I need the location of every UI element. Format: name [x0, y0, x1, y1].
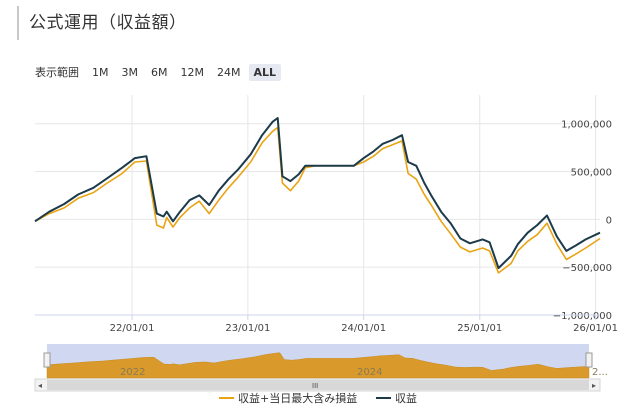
navigator-year-end: 2...: [592, 367, 608, 378]
navigator-handle-left[interactable]: [43, 352, 51, 368]
navigator-year-2022: 2022: [120, 367, 145, 378]
legend: 収益+当日最大含み損益 収益: [219, 391, 417, 405]
range-button-24m[interactable]: 24M: [217, 65, 241, 79]
x-axis: 22/01/01 23/01/01 24/01/01 25/01/01 26/01/01: [35, 314, 618, 334]
legend-label-series1[interactable]: 収益+当日最大含み損益: [238, 391, 357, 405]
title-block: 公式運用（収益額）: [17, 6, 187, 40]
scrollbar-right-arrow[interactable]: ▸: [592, 381, 596, 390]
page-title: 公式運用（収益額）: [29, 13, 187, 33]
range-button-12m[interactable]: 12M: [180, 65, 205, 79]
x-tick-label: 25/01/01: [457, 323, 502, 334]
y-tick-label: 500,000: [571, 168, 612, 179]
x-tick-label: 26/01/01: [573, 323, 618, 334]
navigator-year-2024: 2024: [357, 367, 382, 378]
x-tick-label: 23/01/01: [225, 323, 270, 334]
plot-grid: [35, 95, 600, 316]
y-tick-label: −500,000: [562, 263, 612, 274]
y-tick-label: 0: [606, 215, 612, 226]
plot-series: [34, 117, 601, 274]
scrollbar[interactable]: ◂ ▸ III: [34, 378, 601, 392]
range-button-1m[interactable]: 1M: [92, 65, 109, 79]
y-tick-label: −1,000,000: [553, 311, 612, 322]
scrollbar-thumb[interactable]: [47, 380, 589, 390]
range-label: 表示範囲: [35, 66, 79, 79]
navigator-area: [46, 352, 590, 379]
navigator[interactable]: 2022 2024 2...: [43, 344, 608, 379]
x-tick-label: 22/01/01: [110, 323, 155, 334]
x-tick-label: 24/01/01: [341, 323, 386, 334]
range-button-6m[interactable]: 6M: [151, 65, 168, 79]
series-line-revenue-plus-unrealized[interactable]: [34, 126, 601, 274]
y-tick-label: 1,000,000: [561, 120, 612, 131]
series-line-revenue[interactable]: [34, 117, 601, 270]
scrollbar-grip[interactable]: III: [312, 382, 318, 390]
range-button-3m[interactable]: 3M: [121, 65, 139, 79]
range-button-all[interactable]: ALL: [248, 63, 282, 81]
range-selector: 表示範囲 1M 3M 6M 12M 24M ALL: [35, 62, 284, 82]
legend-label-series2[interactable]: 収益: [395, 391, 417, 405]
navigator-handle-right[interactable]: [585, 352, 593, 368]
y-axis: 1,000,000 500,000 0 −500,000 −1,000,000: [553, 120, 612, 322]
scrollbar-left-arrow[interactable]: ◂: [38, 381, 42, 390]
